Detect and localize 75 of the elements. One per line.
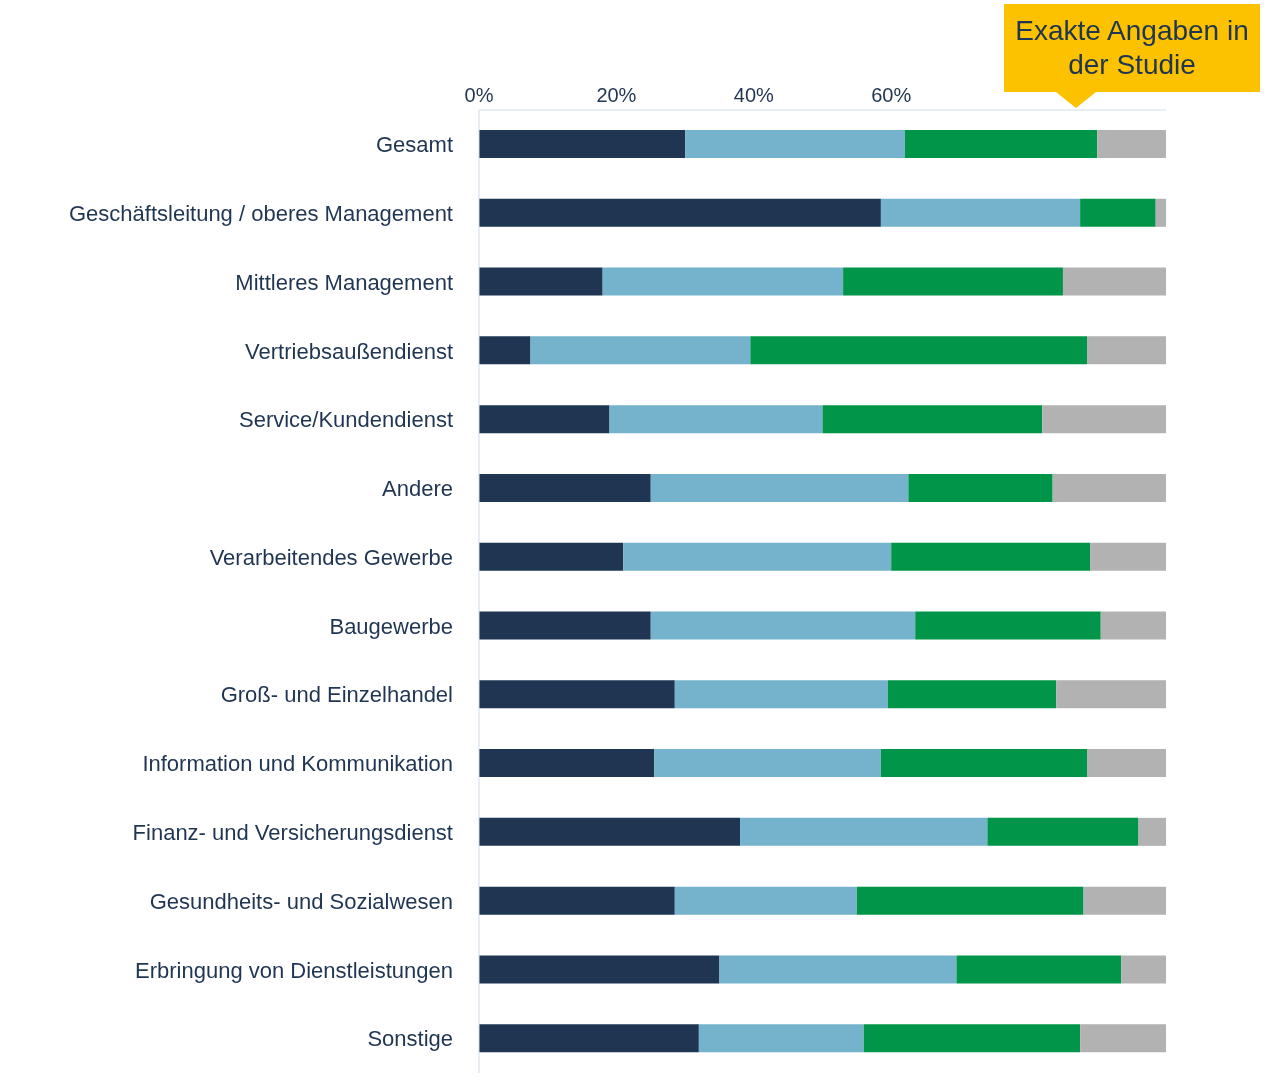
bar [880, 198, 1081, 227]
bar [908, 473, 1053, 502]
bar [674, 886, 857, 915]
bar [623, 542, 892, 571]
bar [843, 267, 1063, 296]
bar [650, 611, 916, 640]
bar [904, 130, 1098, 158]
y-tick-label: Vertriebsaußendienst [245, 338, 453, 364]
bar [1086, 749, 1166, 778]
bar [1086, 336, 1166, 365]
bar [880, 749, 1087, 778]
bar [1090, 542, 1166, 571]
y-tick-label: Mittleres Management [235, 269, 453, 295]
bar [1056, 680, 1166, 709]
bar [750, 336, 1087, 365]
bar [822, 405, 1043, 434]
y-tick-label: Gesamt [375, 132, 453, 158]
bar [1052, 473, 1166, 502]
y-tick-label: Erbringung von Dienstleistungen [135, 957, 453, 983]
y-tick-label: Service/Kundendienst [238, 407, 453, 433]
bar [1042, 405, 1166, 434]
bar [602, 267, 844, 296]
x-tick-label: 0% [464, 84, 494, 106]
bar [650, 473, 909, 502]
bar [1138, 817, 1166, 846]
bar [1083, 886, 1166, 915]
bar [479, 405, 610, 434]
bar [479, 749, 655, 778]
bar [956, 955, 1122, 984]
bar [1100, 611, 1166, 640]
bar [530, 336, 751, 365]
x-tick-label: 20% [596, 84, 637, 106]
bar [740, 817, 988, 846]
bar [479, 336, 531, 365]
y-tick-label: Gesundheits- und Sozialwesen [149, 888, 453, 914]
bar [987, 817, 1139, 846]
y-tick-label: Sonstige [367, 1026, 453, 1052]
bar [891, 542, 1091, 571]
y-tick-label: Geschäftsleitung / oberes Management [68, 200, 453, 226]
bar [1155, 198, 1166, 227]
bar [479, 267, 603, 296]
bar [479, 611, 651, 640]
bar [915, 611, 1101, 640]
bar [479, 130, 686, 158]
bar [1080, 1024, 1166, 1053]
bar [1121, 955, 1166, 984]
bar [479, 886, 675, 915]
bar [479, 1024, 699, 1053]
bar [863, 1024, 1081, 1053]
bar [685, 130, 905, 158]
y-tick-label: Verarbeitendes Gewerbe [209, 544, 453, 570]
bar [887, 680, 1057, 709]
bar [609, 405, 823, 434]
bar [654, 749, 881, 778]
bar [1080, 198, 1156, 227]
y-tick-label: Groß- und Einzelhandel [220, 682, 453, 708]
bar [479, 473, 651, 502]
y-tick-label: Andere [382, 476, 453, 502]
text: Exakte Angaben in der Studie [1004, 4, 1260, 92]
bar [479, 680, 675, 709]
bar [698, 1024, 864, 1053]
bar [479, 817, 741, 846]
x-tick-label: 60% [871, 84, 912, 106]
bar [856, 886, 1084, 915]
bar [479, 542, 624, 571]
bar [674, 680, 888, 709]
y-tick-label: Information und Kommunikation [142, 751, 453, 777]
bar [1097, 130, 1166, 158]
bar [719, 955, 957, 984]
y-tick-label: Baugewerbe [329, 613, 453, 639]
bar [479, 955, 720, 984]
bar [1062, 267, 1166, 296]
y-tick-label: Finanz- und Versicherungsdienst [132, 820, 453, 846]
bar [479, 198, 881, 227]
x-tick-label: 40% [733, 84, 775, 106]
